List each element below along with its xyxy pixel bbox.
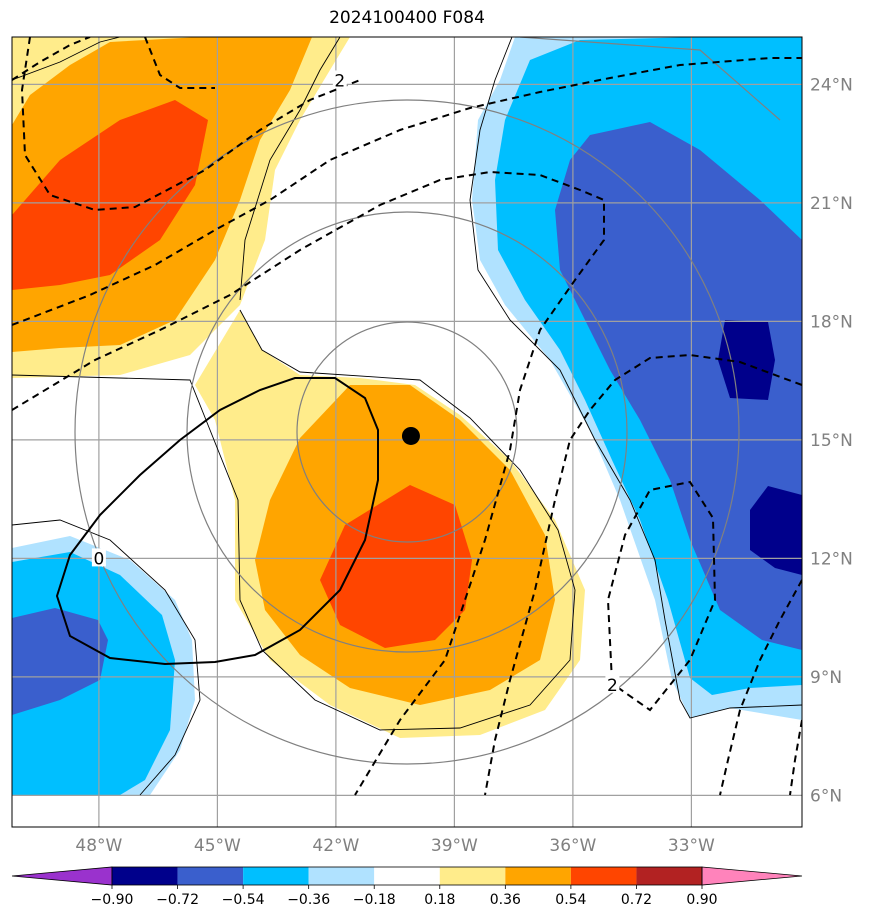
colorbar-extend-min	[11, 866, 113, 886]
lat-tick-label: 24°N	[810, 75, 853, 95]
lat-tick-label: 9°N	[810, 668, 842, 688]
range-ring-inner	[296, 321, 518, 543]
dashed-contours	[12, 37, 802, 796]
thin-contour-east	[469, 37, 802, 719]
thin-contour-sw	[12, 519, 201, 796]
contour-labels: 2 0 2	[91, 70, 620, 696]
dashed-contour-8	[719, 579, 802, 796]
colorbar-tick-label: 0.18	[424, 892, 455, 908]
lat-tick-label: 21°N	[810, 194, 853, 214]
dashed-contour-5	[12, 170, 605, 796]
neg-fill-level3-sw	[12, 608, 108, 715]
contour-label: 0	[93, 549, 104, 569]
colorbar-tick-label: −0.90	[91, 892, 134, 908]
colorbar-tick-label: 0.72	[621, 892, 652, 908]
dashed-contour-1	[12, 37, 91, 81]
colorbar-bin	[112, 867, 178, 885]
colorbar-extend-max	[701, 866, 803, 886]
colorbar-bin	[636, 867, 702, 885]
lat-tick-label: 12°N	[810, 549, 853, 569]
thin-contour-nw	[12, 37, 341, 301]
colorbar-tick-label: 0.90	[686, 892, 717, 908]
colorbar-bin	[505, 867, 571, 885]
colorbar-tick-label: −0.54	[222, 892, 265, 908]
pos-fill-level3-central	[320, 485, 472, 648]
contour-label: 2	[607, 676, 618, 696]
contour-label: 2	[334, 71, 345, 91]
dashed-contour-2	[20, 37, 361, 212]
lat-tick-label: 18°N	[810, 312, 853, 332]
colorbar-bin	[308, 867, 375, 885]
contour-label-background	[605, 674, 620, 693]
lon-tick-label: 48°W	[75, 836, 122, 856]
colorbar-tick-label: −0.36	[287, 892, 330, 908]
lon-tick-label: 42°W	[312, 836, 359, 856]
pos-fill-level3-nw	[12, 100, 208, 290]
map-panel: 2 0 2	[12, 37, 802, 827]
contour-label-background	[91, 548, 106, 567]
dashed-contour-9	[789, 719, 802, 796]
range-ring-outer-arc	[519, 37, 781, 121]
range-rings	[74, 37, 781, 765]
neg-fill-level4-east-b	[750, 486, 802, 575]
colorbar-tick-label: 0.54	[555, 892, 586, 908]
lon-tick-label: 39°W	[431, 836, 478, 856]
dashed-contour-4	[12, 57, 802, 326]
colorbar-outline	[111, 866, 703, 886]
colorbar-bin	[374, 867, 440, 885]
contour-label-background	[332, 70, 347, 89]
map-title: 2024100400 F084	[329, 8, 485, 28]
lat-tick-label: 15°N	[810, 431, 853, 451]
lon-tick-label: 33°W	[668, 836, 715, 856]
dashed-contour-6	[484, 353, 802, 796]
colorbar-bin	[439, 867, 506, 885]
colorbar-bin	[243, 867, 309, 885]
neg-fill-level4-east-a	[718, 320, 775, 400]
colorbar-bin	[570, 867, 637, 885]
thin-contour-central	[12, 309, 576, 731]
colorbar-bin	[177, 867, 244, 885]
neg-fill-level3-east	[555, 122, 802, 650]
latitude-tick-labels: 24°N 21°N 18°N 15°N 12°N 9°N 6°N	[810, 75, 853, 806]
thin-contours	[12, 37, 802, 796]
colorbar-tick-label: −0.18	[353, 892, 396, 908]
storm-center-marker	[401, 426, 420, 445]
zero-contour-solid	[55, 377, 379, 666]
longitude-tick-labels: 48°W 45°W 42°W 39°W 36°W 33°W	[75, 836, 715, 856]
colorbar-tick-label: 0.36	[490, 892, 521, 908]
dashed-contour-3	[144, 37, 215, 89]
lat-tick-label: 6°N	[810, 786, 842, 806]
map-frame	[11, 36, 803, 828]
range-ring-middle	[186, 211, 628, 653]
range-ring-outer	[74, 99, 740, 765]
lon-tick-label: 36°W	[549, 836, 596, 856]
colorbar: −0.90 −0.72 −0.54 −0.36 −0.18 0.18 0.36 0.54 0.7…	[11, 866, 803, 908]
colorbar-tick-label: −0.72	[156, 892, 199, 908]
lon-tick-label: 45°W	[194, 836, 241, 856]
lat-lon-gridlines	[12, 37, 802, 827]
